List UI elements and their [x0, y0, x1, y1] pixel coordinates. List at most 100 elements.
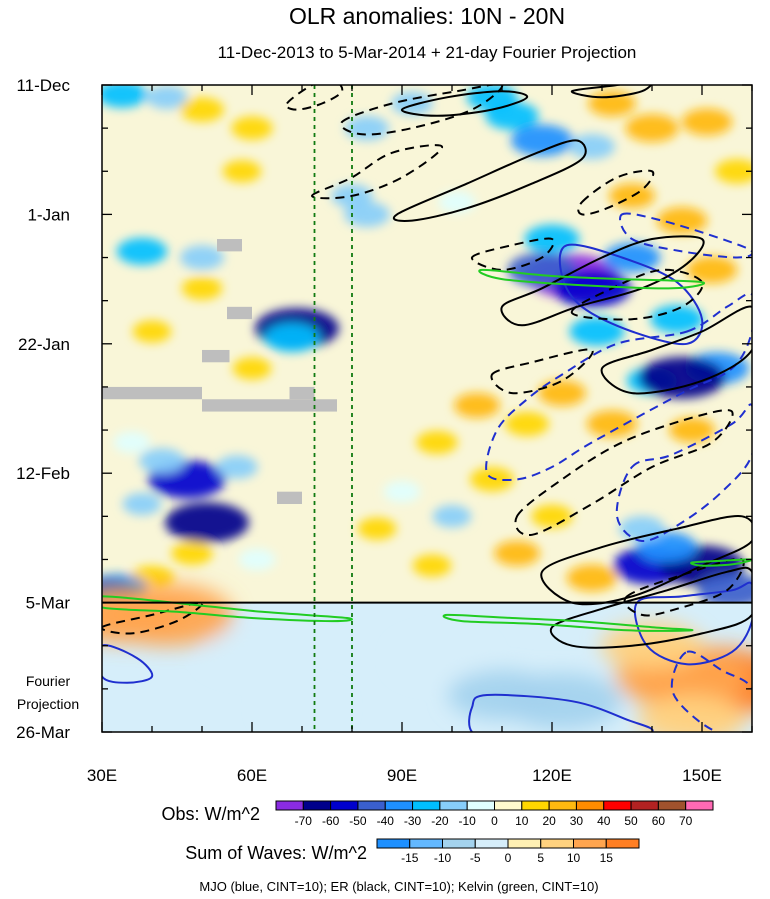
obs-anomaly-blob [454, 392, 500, 419]
obs-anomaly-blob [113, 431, 151, 454]
obs-colorbar-tick-label: 60 [652, 814, 666, 828]
obs-anomaly-blob [650, 305, 704, 334]
obs-colorbar-swatch [575, 800, 605, 811]
waves-colorbar-tick-label: 10 [567, 851, 581, 865]
er-contours [102, 85, 752, 649]
waves-colorbar-swatch [442, 838, 476, 849]
obs-anomaly-blob [619, 516, 665, 542]
chart-subtitle: 11-Dec-2013 to 5-Mar-2014 + 21-day Fouri… [218, 43, 637, 62]
er-contour [577, 169, 655, 216]
projection-wave-blob [263, 690, 341, 725]
obs-colorbar-swatch [685, 800, 714, 811]
obs-anomaly-blob [469, 467, 515, 492]
waves-colorbar-tick-label: 15 [600, 851, 614, 865]
missing-data-box [202, 349, 230, 363]
plot-area [102, 85, 752, 732]
obs-colorbar-swatch [603, 800, 632, 811]
obs-anomaly-blob [171, 541, 213, 566]
obs-anomaly-blob [697, 573, 752, 608]
obs-colorbar-swatch [357, 800, 386, 811]
obs-colorbar-tick-label: 30 [570, 814, 584, 828]
obs-colorbar-tick-label: 20 [542, 814, 556, 828]
obs-anomaly-blob [681, 108, 733, 136]
x-tick-label: 90E [387, 766, 417, 785]
er-contour [471, 237, 555, 271]
obs-colorbar-tick-label: -30 [404, 814, 422, 828]
x-tick-label: 30E [87, 766, 117, 785]
obs-colorbar-tick-label: 50 [624, 814, 638, 828]
er-contour [392, 139, 587, 222]
missing-data-box [102, 386, 202, 400]
obs-anomaly-blob [216, 455, 258, 479]
er-contour [540, 515, 752, 606]
obs-anomaly-blob [438, 191, 476, 213]
waves-colorbar-swatch [573, 838, 607, 849]
obs-colorbar-swatch [302, 800, 332, 811]
missing-data-box [289, 386, 315, 400]
obs-colorbar-tick-label: -60 [322, 814, 340, 828]
waves-colorbar-swatch [507, 838, 542, 849]
y-tick-label: 5-Mar [26, 594, 71, 613]
er-contour [490, 348, 594, 395]
er-contour [310, 144, 444, 200]
obs-anomaly-blob [538, 380, 586, 407]
obs-anomaly-blob [122, 492, 162, 516]
obs-anomaly-blob [485, 101, 539, 130]
obs-colorbar-swatch [657, 800, 687, 811]
y-tick-label: 12-Feb [16, 464, 70, 483]
obs-anomaly-blob [432, 505, 472, 528]
obs-colorbar-tick-label: 70 [679, 814, 693, 828]
y-tick-label: 26-Mar [16, 723, 70, 742]
obs-anomaly-blob [179, 245, 225, 270]
obs-colorbar-swatch [384, 800, 414, 811]
obs-anomaly-blob [686, 256, 738, 284]
obs-anomaly-blob [179, 97, 225, 122]
er-contour [570, 268, 704, 321]
missing-data-box [227, 306, 252, 320]
obs-colorbar-tick-label: -50 [349, 814, 367, 828]
x-axis: 30E 60E 90E 120E 150E [87, 85, 753, 785]
obs-anomaly-blob [553, 269, 631, 308]
y-tick-label: 1-Jan [27, 205, 70, 224]
obs-anomaly-blob [344, 201, 390, 227]
waves-colorbar-swatch [605, 838, 640, 849]
obs-anomaly-blob [391, 91, 433, 116]
kelvin-contours [102, 268, 752, 632]
waves-colorbar-swatch [474, 838, 509, 849]
obs-colorbar-tick-label: 40 [597, 814, 611, 828]
waves-colorbar-swatch [376, 838, 411, 849]
obs-anomaly-blob [625, 114, 679, 143]
obs-anomaly-blob [638, 356, 726, 399]
projection-wave-blob [207, 631, 297, 672]
y-tick-label: 11-Dec [16, 76, 70, 95]
y-tick-label: 22-Jan [18, 335, 70, 354]
obs-anomaly-blob [238, 548, 276, 571]
kelvin-contour [690, 558, 752, 567]
obs-colorbar-swatch [439, 800, 468, 811]
missing-data-box [277, 491, 302, 505]
obs-anomaly-blob [494, 540, 540, 566]
obs-anomaly-blob [669, 417, 715, 443]
mjo-contour [615, 403, 752, 543]
obs-anomaly-blob [264, 323, 320, 353]
obs-colorbar: -70 -60 -50 -40 -30 -20 -10 0 10 20 30 40 50 60 70 [275, 800, 714, 828]
obs-anomaly-blob [232, 357, 272, 380]
er-contour [400, 90, 529, 117]
missing-data-box [202, 399, 337, 412]
obs-colorbar-tick-label: -40 [377, 814, 395, 828]
obs-anomaly-blob [412, 554, 452, 577]
obs-anomaly-blob [586, 410, 638, 438]
er-contour [623, 557, 745, 617]
obs-anomaly-blob [504, 411, 550, 437]
er-contour [549, 566, 752, 649]
waves-colorbar-tick-label: 0 [505, 851, 512, 865]
obs-anomaly-blob [569, 134, 615, 160]
obs-anomaly-blob [566, 564, 618, 592]
mjo-contour [633, 581, 752, 666]
waves-colorbar-tick-label: 5 [537, 851, 544, 865]
mjo-contour [619, 212, 752, 259]
obs-anomaly-blob [146, 85, 188, 110]
obs-colorbar-tick-label: -20 [431, 814, 449, 828]
kelvin-contour [442, 613, 694, 632]
